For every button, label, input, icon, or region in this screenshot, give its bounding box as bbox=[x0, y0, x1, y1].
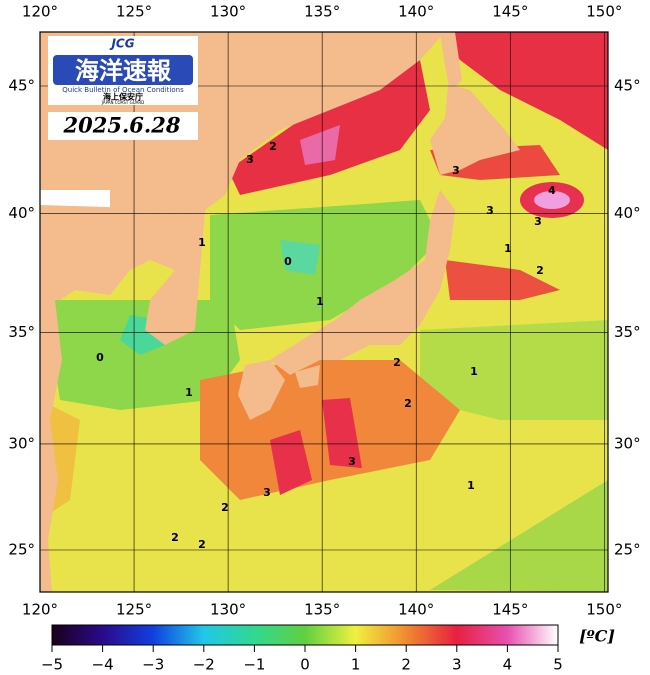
colorbar bbox=[51, 624, 559, 646]
lon-label-top: 125° bbox=[116, 3, 152, 21]
colorbar-tick-label: 3 bbox=[452, 656, 462, 674]
contour-label: 2 bbox=[171, 531, 179, 544]
lat-label-right: 35° bbox=[614, 323, 641, 341]
logo-banner bbox=[53, 55, 193, 85]
lon-label-bottom: 145° bbox=[492, 601, 528, 619]
contour-label: 1 bbox=[185, 386, 193, 399]
colorbar-tick-label: −3 bbox=[142, 656, 164, 674]
contour-label: 2 bbox=[221, 501, 229, 514]
contour-label: 3 bbox=[452, 164, 460, 177]
colorbar-tick-label: 4 bbox=[503, 656, 513, 674]
lat-label-left: 30° bbox=[8, 434, 35, 452]
lat-label-left: 35° bbox=[8, 323, 35, 341]
contour-label: 2 bbox=[536, 264, 544, 277]
contour-label: 3 bbox=[348, 455, 356, 468]
logo-title: 海洋速報 bbox=[75, 57, 172, 85]
contour-label: 1 bbox=[198, 236, 206, 249]
lon-label-bottom: 130° bbox=[210, 601, 246, 619]
contour-label: 3 bbox=[486, 204, 494, 217]
lon-label-top: 130° bbox=[210, 3, 246, 21]
contour-label: 2 bbox=[393, 356, 401, 369]
lon-label-bottom: 120° bbox=[22, 601, 58, 619]
lat-label-left: 45° bbox=[8, 77, 35, 95]
colorbar-tick-label: −4 bbox=[92, 656, 114, 674]
lat-label-left: 40° bbox=[8, 204, 35, 222]
contour-label: 1 bbox=[504, 242, 512, 255]
colorbar-tick-label: 5 bbox=[553, 656, 563, 674]
lon-label-bottom: 125° bbox=[116, 601, 152, 619]
date: 2025.6.28 bbox=[63, 113, 181, 138]
logo-agency: 海上保安庁 bbox=[103, 92, 143, 102]
logo-mark: JCG bbox=[109, 37, 134, 51]
contour-label: 4 bbox=[548, 184, 556, 197]
lon-label-top: 120° bbox=[22, 3, 58, 21]
contour-label: 3 bbox=[246, 153, 254, 166]
lat-label-right: 25° bbox=[614, 540, 641, 558]
contour-label: 3 bbox=[534, 215, 542, 228]
lat-label-right: 40° bbox=[614, 204, 641, 222]
lon-label-bottom: 135° bbox=[304, 601, 340, 619]
contour-label: 1 bbox=[316, 295, 324, 308]
contour-label: 2 bbox=[404, 397, 412, 410]
colorbar-tick-label: 2 bbox=[401, 656, 411, 674]
colorbar-tick-label: 0 bbox=[300, 656, 310, 674]
contour-label: 2 bbox=[269, 140, 277, 153]
lon-label-top: 150° bbox=[586, 3, 622, 21]
lat-label-left: 25° bbox=[8, 540, 35, 558]
colorbar-ticks: −5 −4 −3 −2 −1 0 1 2 3 4 5 bbox=[41, 645, 563, 674]
contour-label: 3 bbox=[263, 486, 271, 499]
contour-label: 2 bbox=[198, 538, 206, 551]
colorbar-tick-label: −1 bbox=[243, 656, 265, 674]
contour-label: 1 bbox=[467, 479, 475, 492]
lon-label-bottom: 150° bbox=[586, 601, 622, 619]
graticule: 120°120°125°125°130°130°135°135°140°140°… bbox=[8, 3, 640, 619]
date-box bbox=[48, 112, 198, 140]
contour-label: 1 bbox=[470, 365, 478, 378]
contour-label: 0 bbox=[96, 351, 104, 364]
lon-label-bottom: 140° bbox=[398, 601, 434, 619]
logo-subtitle: Quick Bulletin of Ocean Conditions bbox=[62, 86, 184, 94]
lat-label-right: 45° bbox=[614, 77, 641, 95]
lat-label-right: 30° bbox=[614, 434, 641, 452]
lon-label-top: 140° bbox=[398, 3, 434, 21]
contour-labels: 3 2 3 3 4 3 1 0 1 2 1 0 2 1 1 2 3 3 1 2 2 2 bbox=[96, 140, 556, 551]
colorbar-tick-label: 1 bbox=[351, 656, 361, 674]
contour-label: 0 bbox=[284, 255, 292, 268]
colorbar-tick-label: −5 bbox=[41, 656, 63, 674]
lon-label-top: 135° bbox=[304, 3, 340, 21]
logo-agency-en: JAPAN COAST GUARD bbox=[101, 100, 145, 105]
lon-label-top: 145° bbox=[492, 3, 528, 21]
colorbar-unit: [ºC] bbox=[579, 627, 615, 646]
colorbar-tick-label: −2 bbox=[193, 656, 215, 674]
